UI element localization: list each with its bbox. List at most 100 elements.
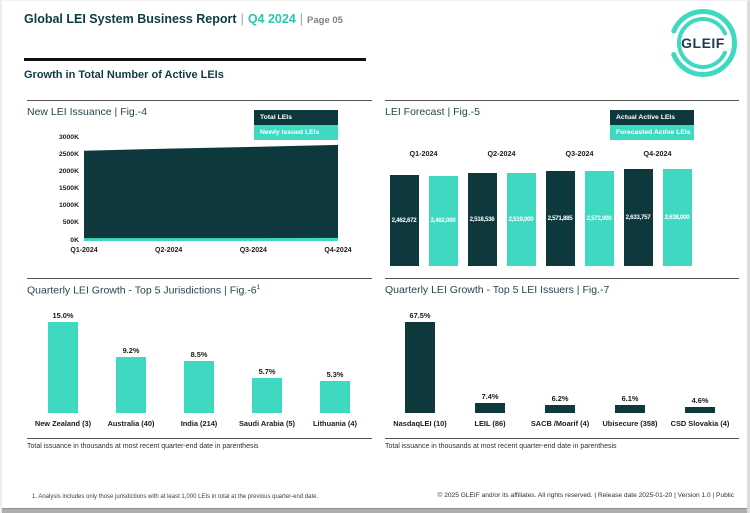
panel-top5-issuers: Quarterly LEI Growth - Top 5 LEI Issuers… [385, 278, 739, 456]
area-plot [84, 144, 338, 241]
copyright-line: © 2025 GLEIF and/or its affiliates. All … [437, 492, 735, 499]
bar-column: 5.7% [233, 311, 301, 413]
panel-new-lei-issuance: New LEI Issuance | Fig.-4 Total LEIs Newl… [27, 100, 372, 262]
chart-title-text: Quarterly LEI Growth - Top 5 LEI Issuers… [385, 284, 610, 296]
bar-pair: 2,518,536 2,519,000 [467, 169, 536, 266]
bar-group: Q3-2024 2,571,885 2,572,000 [545, 149, 614, 266]
bar-group: Q1-2024 2,462,672 2,462,000 [389, 149, 458, 266]
forecast-bar: 2,572,000 [584, 171, 614, 266]
bar-value-label: 67.5% [409, 311, 431, 320]
category-label: NasdaqLEI (10) [393, 419, 447, 428]
category-label: LEIL (86) [474, 419, 506, 428]
bar-value-label: 2,462,672 [391, 217, 417, 225]
thick-divider [24, 58, 366, 61]
bar-value-label: 2,519,000 [508, 216, 534, 224]
bar [252, 378, 282, 413]
logo-text: GLEIF [681, 35, 725, 51]
bar-value-label: 2,638,000 [664, 214, 690, 221]
quarter-label: Q1-2024 [409, 149, 438, 158]
panel-top5-jurisdictions: Quarterly LEI Growth - Top 5 Jurisdictio… [27, 278, 372, 456]
bar-value-label: 7.4% [481, 391, 499, 401]
chart-note: Total issuance in thousands at most rece… [27, 443, 259, 450]
chart-title-fig4: New LEI Issuance | Fig.-4 [27, 106, 147, 118]
category-label: Ubisecure (358) [602, 419, 658, 428]
legend-fig5: Actual Active LEIs Forecasted Active LEIs [610, 110, 694, 140]
x-axis-tick: Q1-2024 [70, 247, 98, 254]
bar [184, 360, 214, 413]
x-axis-tick: Q2-2024 [155, 247, 183, 254]
chart-note: Total issuance in thousands at most rece… [385, 443, 617, 450]
forecast-bar: 2,519,000 [506, 173, 536, 266]
bar-value-label: 4.6% [691, 395, 709, 405]
bar [545, 404, 575, 413]
bar-value-label: 6.1% [621, 393, 639, 403]
grouped-bar-chart: Q1-2024 2,462,672 2,462,000 Q2-2024 2,518,53… [389, 149, 696, 266]
forecast-bar: 2,638,000 [662, 169, 692, 266]
bar-value-label: 2,462,000 [430, 217, 456, 225]
footnote-marker: 1 [256, 284, 261, 291]
bar-value-label: 15.0% [52, 311, 74, 320]
bar-chart: 67.5% 7.4% 6.2% 6.1% 4.6% [385, 311, 739, 413]
bar [320, 380, 350, 413]
bar-column: 5.3% [301, 311, 369, 413]
bar-column: 6.1% [595, 311, 665, 413]
y-axis-tick: 2500K [58, 151, 79, 159]
forecast-bar: 2,571,885 [545, 171, 575, 266]
legend-item: Newly Issued LEIs [254, 125, 338, 140]
bar-value-label: 5.3% [326, 369, 344, 379]
x-axis-tick: Q3-2024 [239, 247, 267, 254]
bar [48, 322, 78, 413]
bar-chart: 15.0% 9.2% 8.5% 5.7% 5.3% [29, 311, 370, 413]
forecast-bar: 2,462,672 [389, 175, 419, 266]
chart-title-fig6: Quarterly LEI Growth - Top 5 Jurisdictio… [27, 284, 260, 297]
forecast-bar: 2,518,536 [467, 173, 497, 266]
chart-title-fig5: LEI Forecast | Fig.-5 [385, 106, 480, 118]
section-heading: Growth in Total Number of Active LEIs [24, 69, 224, 81]
legend-item: Actual Active LEIs [610, 110, 694, 125]
bar [405, 322, 435, 413]
x-axis: Q1-2024 Q2-2024 Q3-2024 Q4-2024 [27, 247, 372, 259]
legend-fig4: Total LEIs Newly Issued LEIs [254, 110, 338, 140]
category-label: Australia (40) [107, 419, 155, 428]
chart-title-fig7: Quarterly LEI Growth - Top 5 LEI Issuers… [385, 284, 609, 296]
bar-value-label: 5.7% [258, 367, 276, 376]
gleif-logo: GLEIF [669, 9, 737, 77]
report-header: Global LEI System Business Report | Q4 202… [24, 12, 343, 26]
category-label: India (214) [180, 419, 218, 428]
area-chart [84, 138, 338, 241]
report-title: Global LEI System Business Report [24, 12, 237, 26]
y-axis-tick: 2000K [58, 168, 79, 176]
quarter-label: Q3-2024 [565, 149, 594, 158]
bar-column: 4.6% [665, 311, 735, 413]
category-label: New Zealand (3) [34, 419, 92, 428]
separator: | [299, 12, 304, 26]
legend-item: Total LEIs [254, 110, 338, 125]
y-axis-tick: 3000K [58, 134, 79, 141]
bar-value-label: 2,571,885 [547, 215, 573, 223]
bar-column: 15.0% [29, 311, 97, 413]
bar-value-label: 2,518,536 [469, 216, 495, 224]
category-label: SACB /Moarif (4) [530, 419, 590, 428]
x-axis-tick: Q4-2024 [324, 247, 352, 254]
bar-column: 6.2% [525, 311, 595, 413]
horizontal-scrollbar[interactable] [2, 508, 747, 513]
bar [685, 406, 715, 413]
quarter-label: Q2-2024 [487, 149, 516, 158]
category-label: CSD Slovakia (4) [670, 419, 730, 428]
panel-divider [385, 438, 739, 439]
analysis-footnote: 1. Analysis includes only those jurisdic… [32, 494, 319, 500]
y-axis-tick: 0K [70, 236, 79, 244]
y-axis-tick: 1500K [58, 185, 79, 193]
category-label: Saudi Arabia (5) [239, 419, 295, 428]
chart-title-text: Quarterly LEI Growth - Top 5 Jurisdictio… [27, 284, 257, 297]
forecast-bar: 2,462,000 [428, 175, 458, 266]
bar-column: 8.5% [165, 311, 233, 413]
bar-pair: 2,462,672 2,462,000 [389, 169, 458, 266]
bar [615, 404, 645, 413]
y-axis-tick: 500K [62, 219, 79, 227]
y-axis: 3000K 2500K 2000K 1500K 1000K 500K 0K [27, 129, 79, 249]
page-number: Page 05 [307, 15, 343, 26]
total-leis-area [84, 144, 338, 241]
logo-outer-ring [669, 9, 737, 77]
